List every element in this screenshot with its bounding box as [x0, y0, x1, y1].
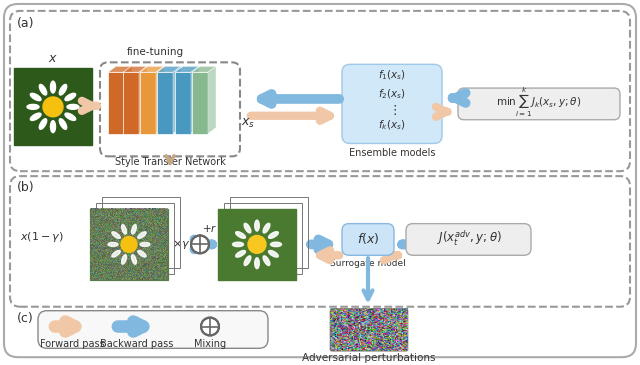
Ellipse shape — [30, 113, 41, 120]
Text: $f_1(x_s)$: $f_1(x_s)$ — [378, 68, 406, 82]
Polygon shape — [191, 66, 199, 134]
FancyBboxPatch shape — [342, 64, 442, 143]
Text: $f_2(x_s)$: $f_2(x_s)$ — [378, 87, 406, 101]
Circle shape — [121, 237, 137, 252]
Ellipse shape — [122, 224, 127, 234]
Text: fine-tuning: fine-tuning — [127, 47, 184, 57]
Bar — [90, 209, 168, 280]
Polygon shape — [140, 66, 164, 72]
Ellipse shape — [255, 220, 259, 231]
Polygon shape — [156, 66, 164, 134]
Polygon shape — [108, 72, 124, 134]
Polygon shape — [139, 66, 147, 134]
Ellipse shape — [255, 258, 259, 269]
Ellipse shape — [131, 255, 136, 264]
Polygon shape — [123, 66, 147, 72]
Text: $f_k(x_s)$: $f_k(x_s)$ — [378, 119, 406, 132]
Polygon shape — [175, 66, 199, 72]
Ellipse shape — [65, 93, 76, 101]
Text: $x(1-\gamma)$: $x(1-\gamma)$ — [20, 230, 64, 245]
Polygon shape — [124, 66, 132, 134]
Ellipse shape — [236, 232, 245, 238]
Text: Forward pass: Forward pass — [40, 339, 104, 349]
Text: (b): (b) — [17, 181, 35, 194]
Text: Surrogate model: Surrogate model — [330, 259, 406, 268]
Ellipse shape — [263, 256, 270, 265]
Bar — [90, 209, 168, 280]
Polygon shape — [108, 66, 132, 72]
Ellipse shape — [232, 242, 243, 247]
Circle shape — [43, 97, 63, 117]
Ellipse shape — [236, 250, 245, 257]
Ellipse shape — [122, 255, 127, 264]
Polygon shape — [192, 72, 208, 134]
FancyBboxPatch shape — [406, 224, 531, 255]
Text: $f(x)$: $f(x)$ — [356, 231, 380, 246]
Ellipse shape — [140, 242, 150, 246]
Text: (a): (a) — [17, 17, 35, 30]
Text: $+r$: $+r$ — [202, 223, 218, 234]
FancyBboxPatch shape — [100, 62, 240, 156]
Text: $\vdots$: $\vdots$ — [388, 103, 396, 117]
Ellipse shape — [244, 223, 251, 233]
Bar — [14, 68, 92, 146]
Ellipse shape — [27, 104, 39, 109]
Ellipse shape — [269, 232, 278, 238]
FancyBboxPatch shape — [458, 88, 620, 120]
Polygon shape — [123, 72, 139, 134]
Polygon shape — [192, 66, 216, 72]
Ellipse shape — [108, 242, 118, 246]
Text: Adversarial perturbations: Adversarial perturbations — [302, 353, 436, 363]
Text: $J(x_t^{adv}, y; \theta)$: $J(x_t^{adv}, y; \theta)$ — [436, 229, 502, 248]
Circle shape — [248, 235, 266, 253]
Ellipse shape — [112, 250, 120, 257]
Bar — [224, 203, 302, 274]
Ellipse shape — [112, 232, 120, 238]
FancyBboxPatch shape — [38, 311, 268, 348]
Ellipse shape — [138, 232, 146, 238]
Ellipse shape — [263, 223, 270, 233]
Text: Mixing: Mixing — [194, 339, 226, 349]
FancyBboxPatch shape — [4, 4, 636, 357]
Circle shape — [201, 318, 219, 335]
Ellipse shape — [65, 113, 76, 120]
Polygon shape — [175, 72, 191, 134]
Ellipse shape — [131, 224, 136, 234]
Polygon shape — [140, 72, 156, 134]
Text: Backward pass: Backward pass — [100, 339, 173, 349]
Bar — [218, 209, 296, 280]
Bar — [230, 197, 308, 268]
Polygon shape — [157, 72, 173, 134]
Ellipse shape — [67, 104, 79, 109]
Text: Ensemble models: Ensemble models — [349, 149, 435, 158]
Ellipse shape — [51, 81, 56, 93]
Ellipse shape — [244, 256, 251, 265]
Ellipse shape — [39, 84, 47, 95]
Text: $\min \sum_{i=1}^{k} J_k(x_s, y; \theta)$: $\min \sum_{i=1}^{k} J_k(x_s, y; \theta)… — [496, 87, 582, 119]
Ellipse shape — [30, 93, 41, 101]
FancyBboxPatch shape — [342, 224, 394, 255]
Ellipse shape — [60, 84, 67, 95]
Bar — [102, 197, 180, 268]
Text: $x$: $x$ — [48, 52, 58, 65]
Text: $x_s$: $x_s$ — [241, 117, 255, 130]
Ellipse shape — [271, 242, 282, 247]
Circle shape — [191, 235, 209, 253]
Polygon shape — [157, 66, 181, 72]
Ellipse shape — [39, 119, 47, 129]
Text: $\times\gamma$: $\times\gamma$ — [172, 238, 190, 251]
Polygon shape — [173, 66, 181, 134]
Polygon shape — [208, 66, 216, 134]
Ellipse shape — [51, 121, 56, 132]
Ellipse shape — [138, 250, 146, 257]
Text: Style Transfer Network: Style Transfer Network — [115, 157, 225, 167]
Text: (c): (c) — [17, 312, 34, 325]
Bar — [218, 209, 296, 280]
Bar — [96, 203, 174, 274]
Ellipse shape — [269, 250, 278, 257]
Ellipse shape — [60, 119, 67, 129]
